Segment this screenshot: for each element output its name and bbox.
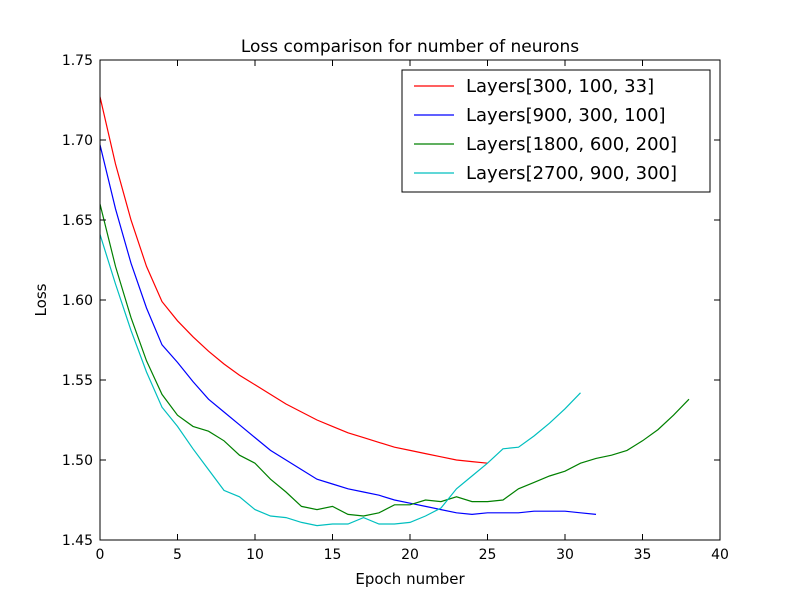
legend-label-2: Layers[900, 300, 100] [466, 105, 666, 126]
y-tick-label: 1.70 [62, 133, 93, 149]
legend-label-3: Layers[1800, 600, 200] [466, 134, 677, 155]
x-tick-label: 20 [401, 547, 419, 563]
x-tick-label: 10 [246, 547, 264, 563]
y-axis-label: Loss [32, 283, 50, 316]
x-tick-label: 40 [711, 547, 729, 563]
legend-label-4: Layers[2700, 900, 300] [466, 163, 677, 184]
x-tick-label: 0 [96, 547, 105, 563]
x-axis-label: Epoch number [355, 570, 465, 588]
ticks-layer: 0 5 10 15 20 25 30 35 40 1.45 1.50 1.55 1.60 1.65 1.70… [62, 53, 729, 563]
y-tick-label: 1.65 [62, 213, 93, 229]
series-line-2 [100, 144, 597, 516]
legend-box [401, 69, 711, 193]
legend: Layers[300, 100, 33] Layers[900, 300, 100… [401, 69, 711, 193]
y-tick-label: 1.50 [62, 453, 93, 469]
y-tick-label: 1.55 [62, 373, 93, 389]
x-tick-label: 35 [634, 547, 652, 563]
y-tick-label: 1.75 [62, 53, 93, 69]
x-tick-label: 30 [556, 547, 574, 563]
series-line-4 [100, 234, 581, 527]
legend-label-1: Layers[300, 100, 33] [466, 76, 654, 97]
series-line-3 [100, 203, 690, 517]
x-tick-label: 25 [479, 547, 497, 563]
chart-title: Loss comparison for number of neurons [241, 37, 579, 57]
series-layer [100, 96, 690, 527]
y-tick-label: 1.60 [62, 293, 93, 309]
series-line-1 [100, 96, 488, 464]
y-tick-label: 1.45 [62, 533, 93, 549]
x-tick-label: 15 [324, 547, 342, 563]
x-tick-label: 5 [173, 547, 182, 563]
